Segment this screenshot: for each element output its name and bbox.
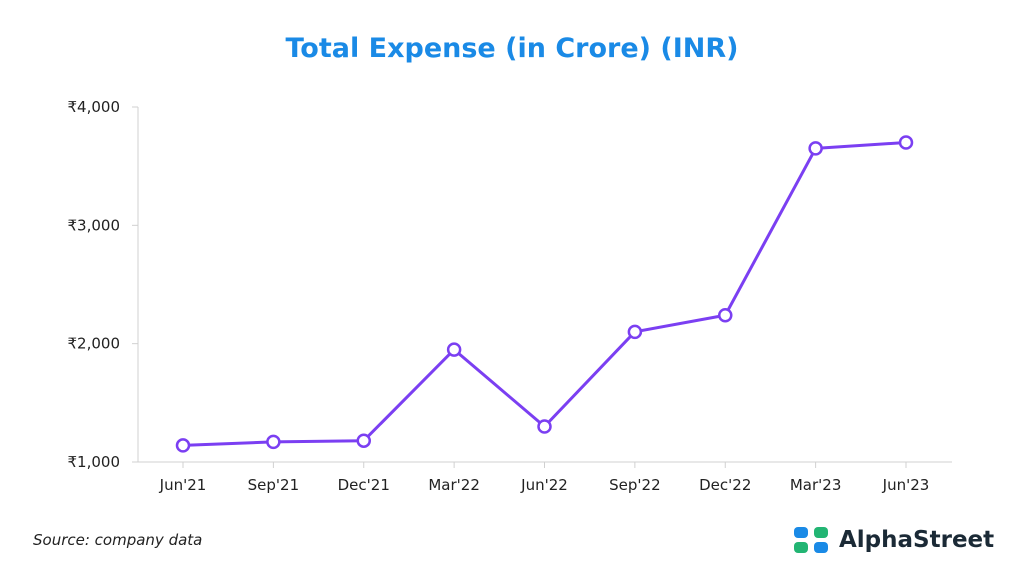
chart-title: Total Expense (in Crore) (INR) <box>285 33 739 64</box>
data-point <box>266 434 281 450</box>
y-tick-label: ₹3,000 <box>68 216 121 234</box>
brand-logo: AlphaStreet <box>793 524 994 556</box>
x-tick-label: Dec'21 <box>338 476 390 494</box>
x-axis-ticks: Jun'21 Sep'21 Dec'21 Mar'22 Jun'22 Sep'22 Dec'… <box>159 462 930 494</box>
y-tick-label: ₹2,000 <box>68 335 121 353</box>
y-axis-ticks: ₹1,000 ₹2,000 ₹3,000 ₹4,000 <box>68 98 138 471</box>
x-tick-label: Sep'22 <box>609 476 660 494</box>
data-point <box>627 324 643 340</box>
chart-axes <box>137 107 952 463</box>
x-tick-label: Mar'22 <box>428 476 480 494</box>
x-tick-label: Jun'22 <box>520 476 568 494</box>
data-point <box>898 135 914 150</box>
series-line <box>182 141 907 447</box>
data-point <box>175 438 191 453</box>
data-point <box>808 141 823 156</box>
source-note: Source: company data <box>33 531 203 549</box>
x-tick-label: Mar'23 <box>790 476 842 494</box>
data-point <box>718 308 733 323</box>
data-point <box>537 419 552 434</box>
series-group <box>175 135 914 453</box>
brand-name: AlphaStreet <box>839 527 995 553</box>
y-tick-label: ₹4,000 <box>68 98 121 116</box>
data-point <box>356 433 371 448</box>
data-point <box>446 342 462 357</box>
x-tick-label: Jun'23 <box>882 476 930 494</box>
x-tick-label: Sep'21 <box>248 476 299 494</box>
x-tick-label: Jun'21 <box>159 476 207 494</box>
alphastreet-logo-icon <box>794 527 828 553</box>
x-tick-label: Dec'22 <box>699 476 751 494</box>
y-tick-label: ₹1,000 <box>68 453 121 471</box>
